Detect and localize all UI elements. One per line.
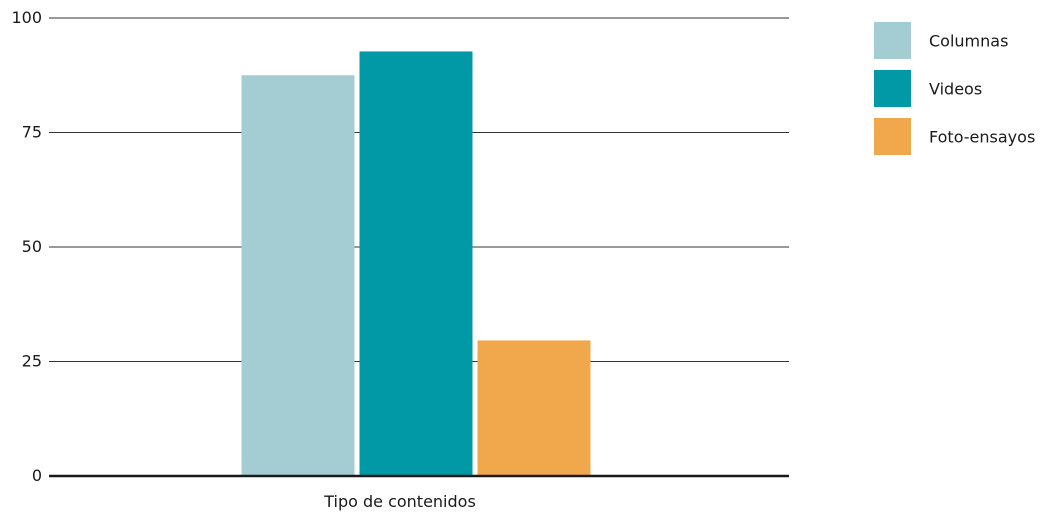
x-axis-label: Tipo de contenidos [323, 492, 476, 511]
y-tick-label: 50 [22, 237, 42, 256]
legend-label: Foto-ensayos [929, 128, 1035, 147]
y-tick-label: 25 [22, 352, 42, 371]
legend: Columnas Videos Foto-ensayos [874, 22, 1035, 155]
y-axis-ticks: 0 25 50 75 100 [11, 8, 42, 485]
legend-label: Columnas [929, 32, 1008, 51]
bar-foto-ensayos [477, 340, 591, 476]
bar-videos [359, 51, 473, 477]
y-tick-label: 100 [11, 8, 42, 27]
bars [241, 51, 591, 477]
legend-swatch [874, 118, 911, 155]
legend-label: Videos [929, 80, 982, 99]
legend-swatch [874, 22, 911, 59]
legend-swatch [874, 70, 911, 107]
y-tick-label: 0 [32, 466, 42, 485]
y-tick-label: 75 [22, 123, 42, 142]
bar-columnas [241, 75, 355, 476]
